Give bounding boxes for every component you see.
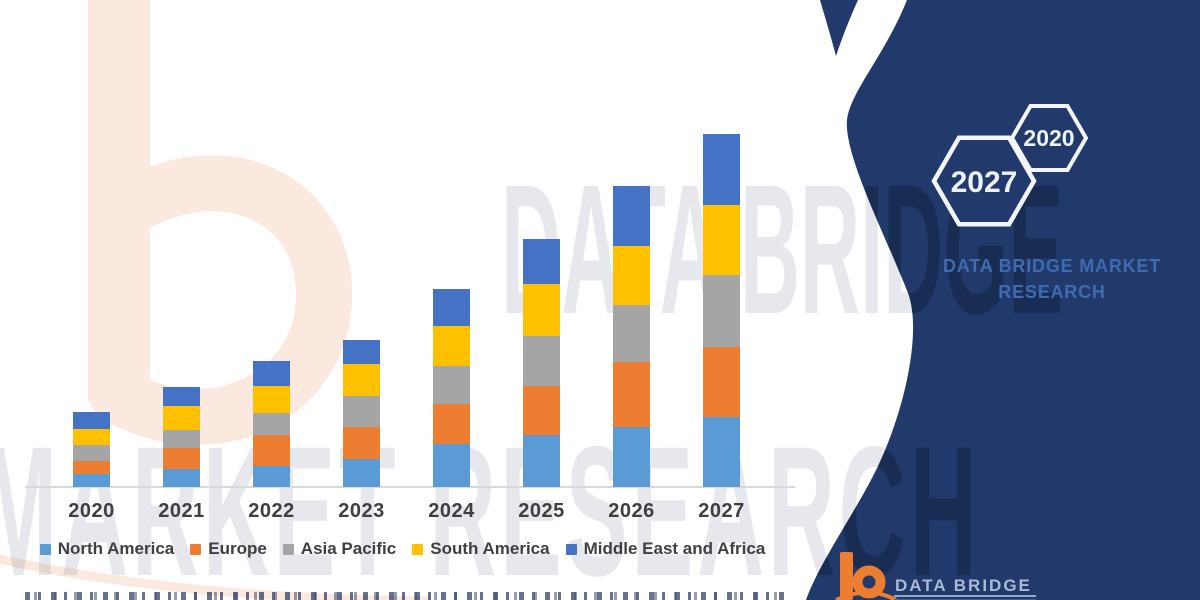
bar-segment-europe	[613, 362, 650, 427]
legend-swatch-icon	[39, 543, 51, 555]
x-axis-label-2020: 2020	[68, 500, 115, 522]
navy-watermark-row2: MARKET RESEARCH	[0, 408, 980, 600]
bar-segment-europe	[253, 435, 290, 466]
hexagon-2027	[931, 135, 1037, 227]
legend-swatch-icon	[565, 543, 577, 555]
logo-swoosh-icon	[835, 590, 897, 600]
tagline-line1: DATA BRIDGE MARKET	[943, 256, 1161, 276]
legend-label: North America	[57, 539, 175, 558]
bar-2026	[613, 186, 650, 487]
bar-segment-north-america	[343, 459, 380, 487]
bar-segment-asia-pacific	[613, 305, 650, 362]
legend-item-north-america: North America	[39, 539, 175, 559]
bar-segment-north-america	[73, 474, 110, 487]
legend-label: Europe	[208, 539, 267, 558]
bar-segment-south-america	[433, 326, 470, 366]
legend-item-south-america: South America	[412, 539, 550, 559]
bar-segment-middle-east-and-africa	[613, 186, 650, 246]
bar-segment-south-america	[343, 364, 380, 396]
bar-segment-middle-east-and-africa	[343, 340, 380, 364]
legend-label: Middle East and Africa	[583, 539, 766, 558]
x-axis-label-2026: 2026	[608, 500, 655, 522]
bar-2027	[703, 134, 740, 487]
legend-label: Asia Pacific	[300, 539, 397, 558]
bar-segment-north-america	[433, 444, 470, 487]
x-axis-label-2024: 2024	[428, 500, 475, 522]
bar-2025	[523, 239, 560, 487]
legend-item-middle-east-and-africa: Middle East and Africa	[565, 539, 766, 559]
legend-swatch-icon	[282, 543, 294, 555]
legend-item-europe: Europe	[190, 539, 267, 559]
bar-segment-north-america	[253, 466, 290, 487]
bar-segment-middle-east-and-africa	[73, 412, 110, 429]
hexagon-2020	[1009, 104, 1089, 172]
bar-segment-south-america	[703, 205, 740, 275]
bar-2020	[73, 412, 110, 487]
bar-2024	[433, 289, 470, 487]
chart-legend: North America Europe Asia Pacific South Ame…	[30, 539, 775, 559]
bar-segment-north-america	[703, 417, 740, 487]
bar-segment-europe	[73, 461, 110, 474]
hexagon-2027-label: 2027	[951, 166, 1018, 199]
bar-segment-asia-pacific	[433, 366, 470, 404]
bar-segment-asia-pacific	[523, 336, 560, 386]
bar-segment-europe	[433, 404, 470, 444]
x-axis-label-2025: 2025	[518, 500, 565, 522]
peach-b-bowl	[90, 155, 353, 445]
bar-segment-south-america	[163, 406, 200, 430]
x-axis-label-2022: 2022	[248, 500, 295, 522]
logo-b-stem-icon	[840, 552, 853, 600]
bar-segment-middle-east-and-africa	[433, 289, 470, 326]
navy-top-wedge	[820, 0, 858, 56]
bar-segment-europe	[163, 448, 200, 469]
footer-logo-underline	[894, 595, 1036, 597]
bar-segment-asia-pacific	[73, 445, 110, 461]
footer-logo-text: DATA BRIDGE	[895, 576, 1032, 595]
hexagon-2020-label: 2020	[1023, 125, 1074, 151]
navy-text-watermark: DATA BRIDGE MARKET RESEARCH	[0, 147, 1064, 600]
bar-segment-south-america	[253, 386, 290, 413]
bar-segment-south-america	[613, 246, 650, 305]
navy-swoosh-background	[806, 0, 1200, 600]
bar-segment-south-america	[523, 284, 560, 336]
x-axis-label-2023: 2023	[338, 500, 385, 522]
bar-2022	[253, 361, 290, 487]
legend-label: South America	[430, 539, 550, 558]
legend-item-asia-pacific: Asia Pacific	[282, 539, 397, 559]
cut-off-caption-row	[25, 592, 785, 600]
x-axis-line	[25, 486, 795, 488]
watermark-row2: MARKET RESEARCH	[0, 408, 980, 600]
bar-segment-asia-pacific	[343, 396, 380, 427]
bar-2023	[343, 340, 380, 487]
bar-segment-north-america	[163, 469, 200, 487]
bar-segment-middle-east-and-africa	[163, 387, 200, 406]
bar-segment-middle-east-and-africa	[253, 361, 290, 386]
bar-segment-south-america	[73, 429, 110, 445]
bar-2021	[163, 387, 200, 487]
bar-segment-north-america	[613, 427, 650, 487]
bar-segment-north-america	[523, 435, 560, 487]
x-axis-label-2021: 2021	[158, 500, 205, 522]
bar-segment-asia-pacific	[253, 413, 290, 435]
bar-segment-asia-pacific	[703, 275, 740, 347]
bar-segment-middle-east-and-africa	[703, 134, 740, 205]
bar-segment-middle-east-and-africa	[523, 239, 560, 284]
bar-segment-europe	[523, 386, 560, 435]
bar-segment-europe	[703, 347, 740, 417]
tagline-line2: RESEARCH	[998, 282, 1105, 302]
legend-swatch-icon	[412, 543, 424, 555]
legend-swatch-icon	[190, 543, 202, 555]
x-axis-label-2027: 2027	[698, 500, 745, 522]
bar-segment-europe	[343, 427, 380, 459]
bar-segment-asia-pacific	[163, 430, 200, 448]
